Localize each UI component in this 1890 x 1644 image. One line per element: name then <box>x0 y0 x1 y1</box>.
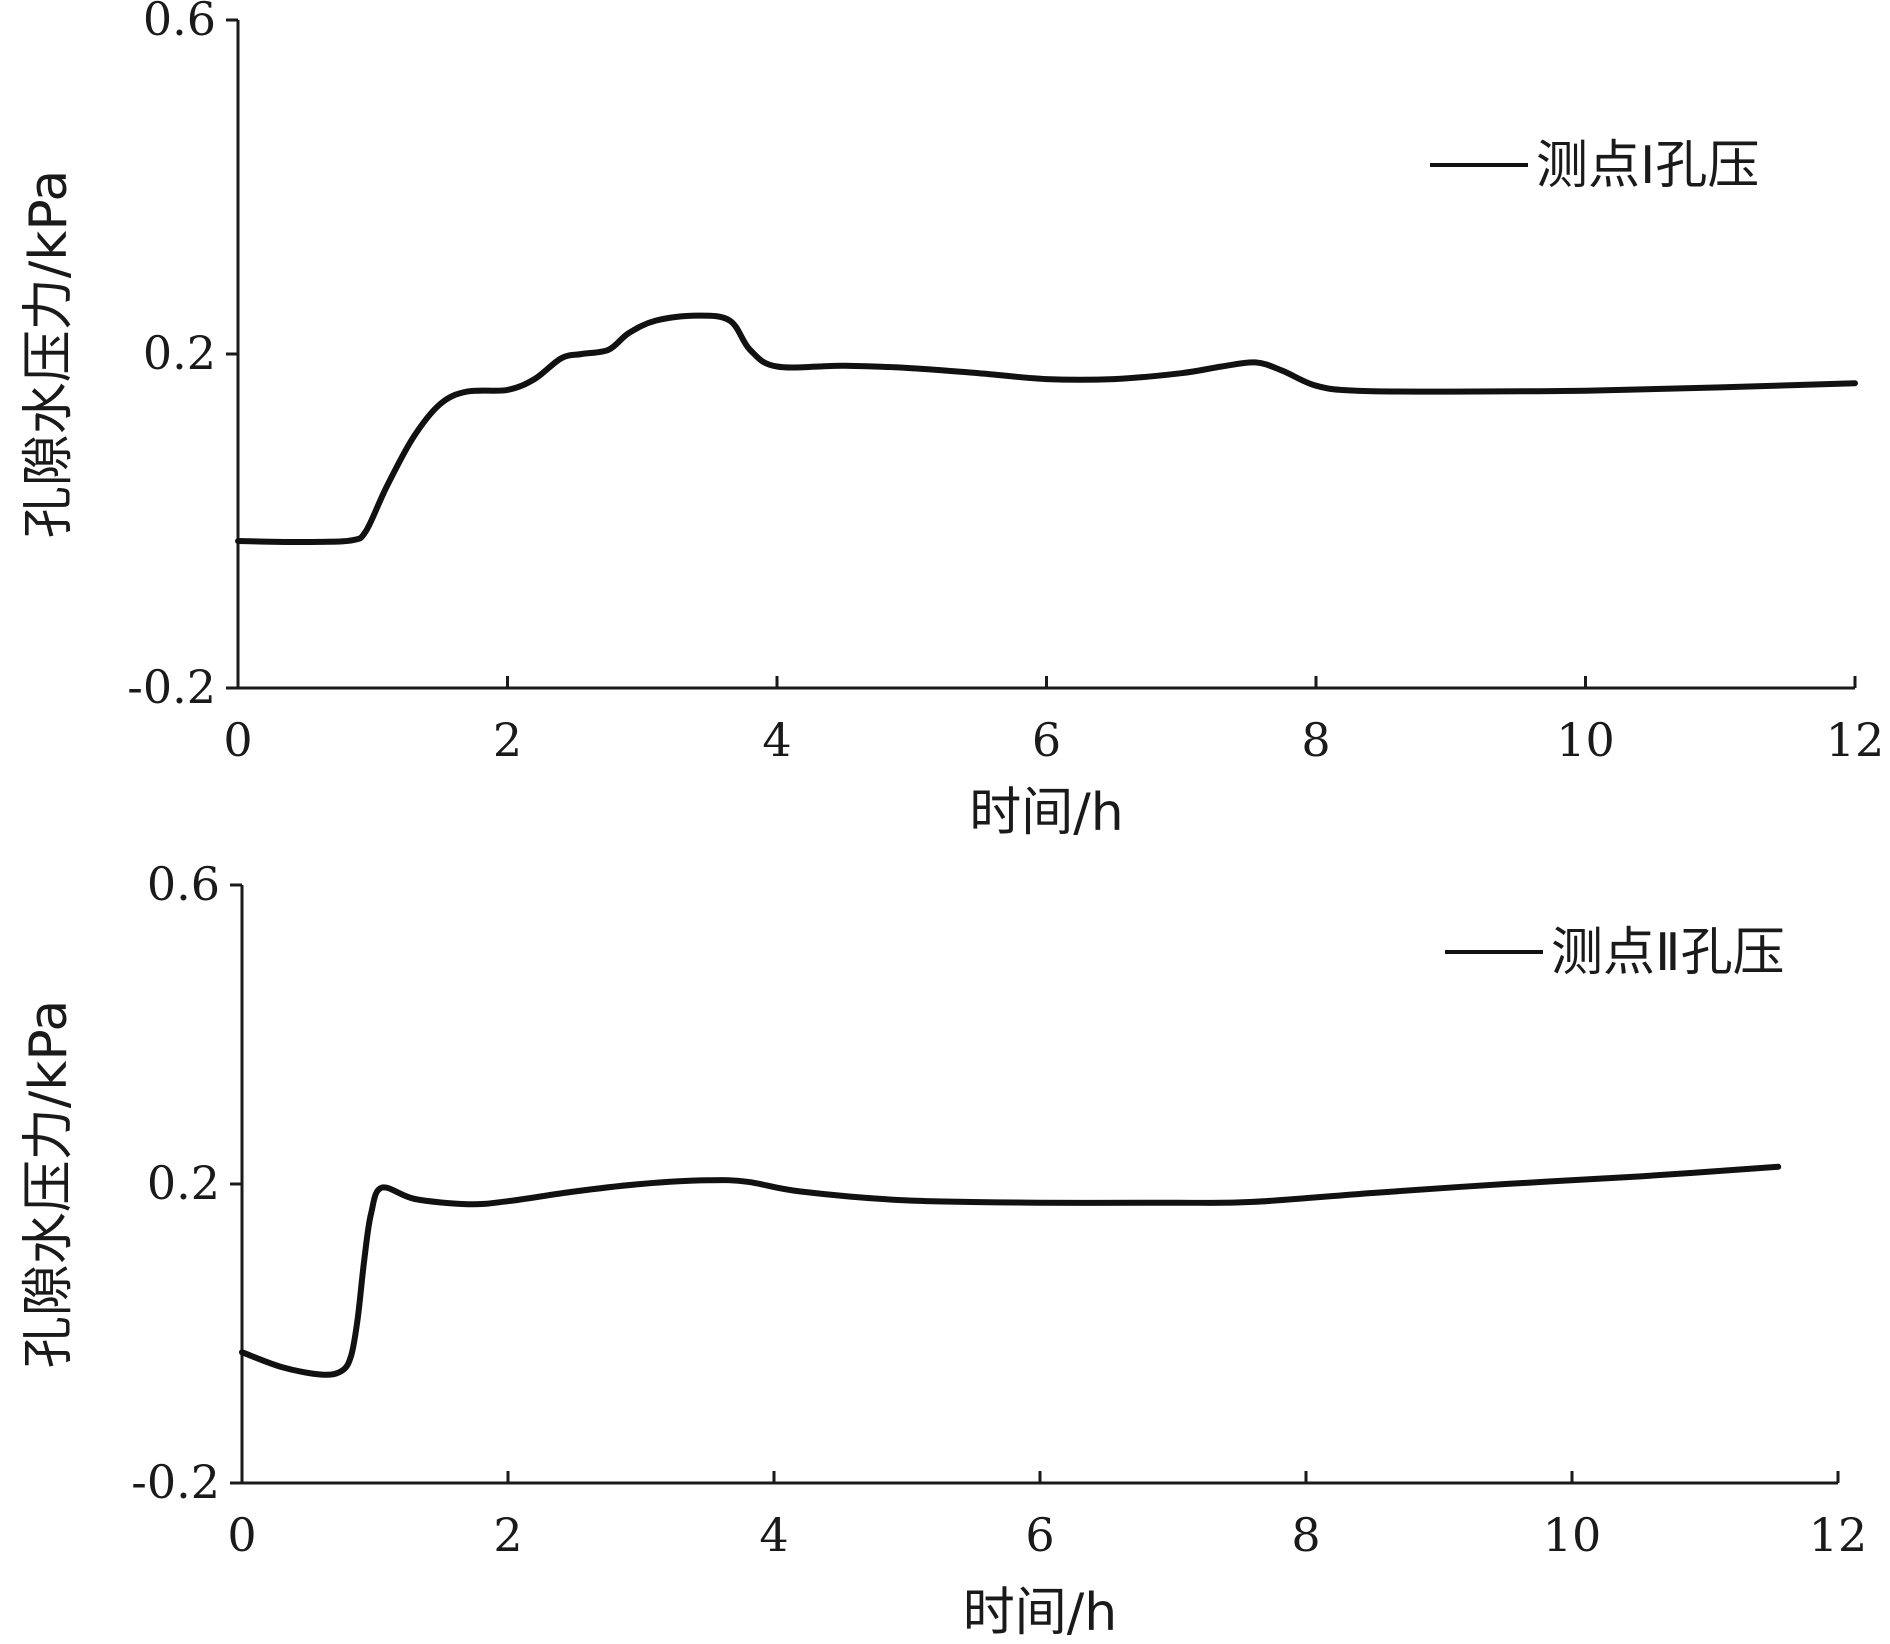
y-tick-label: 0.2 <box>143 326 216 380</box>
y-tick-label: -0.2 <box>127 660 216 714</box>
x-axis-title: 时间/h <box>969 783 1123 843</box>
x-axis-title: 时间/h <box>963 1583 1117 1643</box>
y-axis-title: 孔隙水压力/kPa <box>19 170 79 539</box>
x-tick-label: 2 <box>493 1508 522 1562</box>
x-tick-label: 10 <box>1556 713 1615 767</box>
series-line <box>235 312 1858 546</box>
x-tick-label: 10 <box>1543 1508 1602 1562</box>
x-tick-label: 12 <box>1826 713 1885 767</box>
chart-bottom-panel: -0.2 0.2 0.6 0 2 4 6 8 10 12 时间/h 孔隙水压力/kPa 测点Ⅱ孔压 <box>19 857 1867 1643</box>
chart-top-panel: -0.2 0.2 0.6 0 2 4 6 8 10 12 时间/h 孔隙水压力/kPa 测点Ⅰ孔压 <box>19 0 1884 843</box>
x-tick-label: 6 <box>1025 1508 1054 1562</box>
y-tick-label: 0.6 <box>143 0 216 46</box>
y-tick-label: -0.2 <box>131 1455 220 1509</box>
y-axis-title: 孔隙水压力/kPa <box>19 1000 79 1369</box>
x-tick-label: 4 <box>762 713 791 767</box>
legend-label: 测点Ⅰ孔压 <box>1536 136 1759 196</box>
x-tick-label: 8 <box>1291 1508 1320 1562</box>
x-tick-label: 8 <box>1301 713 1330 767</box>
y-tick-label: 0.6 <box>147 857 220 911</box>
x-tick-label: 12 <box>1809 1508 1868 1562</box>
x-tick-label: 6 <box>1032 713 1061 767</box>
y-tick-label: 0.2 <box>147 1156 220 1210</box>
legend-label: 测点Ⅱ孔压 <box>1551 923 1785 983</box>
x-tick-label: 0 <box>227 1508 256 1562</box>
x-tick-label: 4 <box>759 1508 788 1562</box>
series-line <box>239 1163 1782 1378</box>
x-tick-label: 0 <box>223 713 252 767</box>
x-tick-label: 2 <box>493 713 522 767</box>
